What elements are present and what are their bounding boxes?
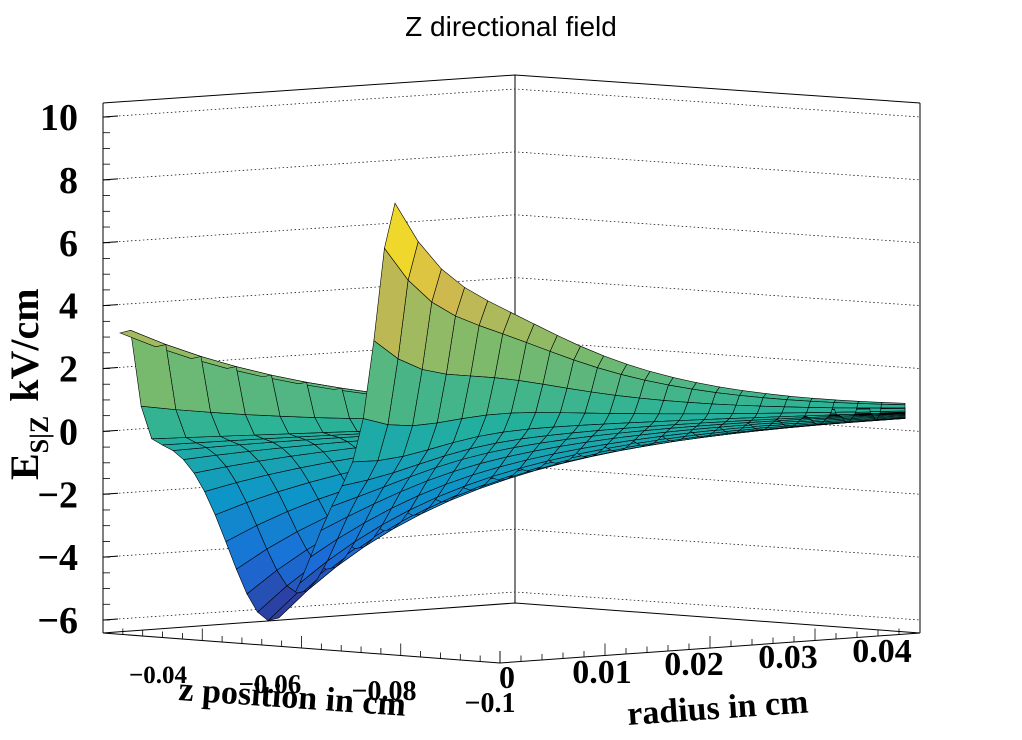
z-tick-label: −4: [37, 537, 78, 579]
y-tick-label: 0.02: [664, 646, 724, 683]
y-tick-label: 0: [499, 659, 515, 695]
surface-cell: [856, 403, 882, 409]
z-axis-ticks: 10 8 6 4 2 0 −2 −4 −6: [37, 97, 119, 642]
z-tick-label: 0: [59, 411, 78, 453]
y-axis-ticks: 0 0.01 0.02 0.03 0.04: [499, 621, 921, 695]
surface-cell: [783, 399, 811, 408]
surface-cell: [880, 403, 906, 409]
z-axis-label-sub: S|Z: [25, 416, 54, 454]
gridline: [102, 591, 921, 621]
z-axis-label-main: E: [2, 453, 47, 480]
surface-cell: [832, 402, 859, 409]
z-axis-label-unit: kV/cm: [2, 288, 47, 401]
z-tick-label: −2: [37, 474, 78, 516]
y-axis-label: radius in cm: [626, 683, 809, 733]
x-tick-label: −0.04: [129, 662, 187, 689]
surface-cell: [781, 406, 809, 414]
x-axis-ticks: −0.04 −0.06 −0.08 −0.1: [102, 621, 516, 719]
surface-cell: [806, 407, 833, 414]
gridline: [102, 277, 921, 306]
z-axis-label: ES|Z kV/cm: [2, 288, 54, 480]
z-tick-label: 4: [59, 286, 78, 328]
surface-cell: [682, 402, 713, 415]
surface-cell: [707, 403, 737, 415]
y-tick-label: 0.04: [852, 633, 912, 670]
x-tick-label: −0.08: [352, 676, 417, 707]
z-tick-label: 2: [59, 349, 78, 391]
surface-cell: [119, 330, 167, 348]
z-tick-label: 10: [40, 97, 78, 139]
gridline: [102, 528, 921, 558]
z-tick-label: 8: [59, 160, 78, 202]
back-bottom-edge: [102, 602, 921, 634]
surface-cell: [808, 400, 835, 409]
surface-cell: [756, 405, 785, 414]
gridline: [102, 214, 921, 244]
gridline: [102, 151, 921, 181]
surface-cell: [732, 404, 761, 414]
surface-cell: [759, 397, 788, 408]
chart-title: Z directional field: [405, 11, 617, 42]
z-tick-label: −6: [37, 600, 78, 642]
y-tick-label: 0.03: [758, 639, 818, 676]
surface-mesh: [119, 202, 906, 622]
y-tick-label: 0.01: [572, 654, 632, 691]
gridline: [102, 88, 921, 118]
x-tick-label: −0.1: [465, 688, 516, 719]
z-tick-label: 6: [59, 223, 78, 265]
x-tick-label: −0.06: [239, 669, 302, 699]
